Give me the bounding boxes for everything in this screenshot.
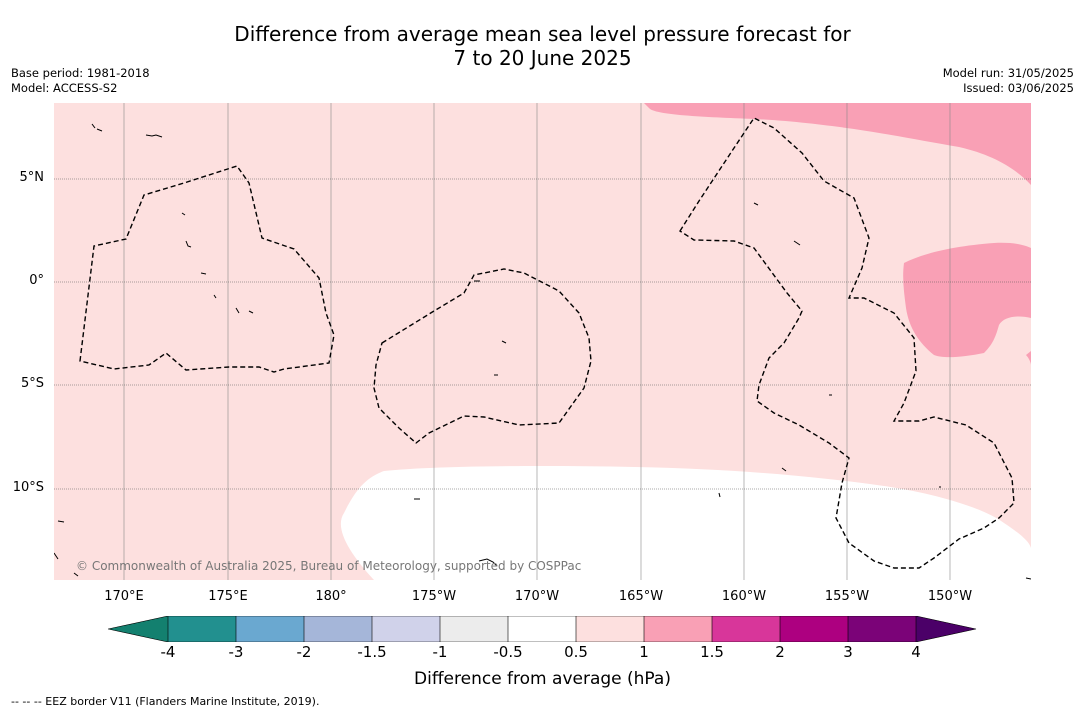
anomaly-region-1-to-1-5-north bbox=[644, 103, 1031, 185]
lat-label-5n: 5°N bbox=[19, 170, 45, 185]
colorbar-swatch bbox=[304, 616, 372, 642]
lat-label-10s: 10°S bbox=[12, 480, 44, 495]
issued-date: Issued: 03/06/2025 bbox=[963, 80, 1074, 95]
colorbar-swatch bbox=[712, 616, 780, 642]
graticule bbox=[123, 103, 951, 580]
lon-label-175w: 175°W bbox=[411, 589, 457, 604]
lon-label-155w: 155°W bbox=[824, 589, 870, 604]
islands bbox=[54, 123, 1031, 580]
pressure-anomaly-map bbox=[54, 103, 1031, 580]
colorbar-tick-label: 1 bbox=[639, 643, 649, 661]
colorbar-swatch bbox=[168, 616, 236, 642]
colorbar-tick-label: -1 bbox=[432, 643, 448, 661]
meta-right: Model run: 31/05/2025 Issued: 03/06/2025 bbox=[943, 66, 1074, 95]
lon-label-170w: 170°W bbox=[514, 589, 560, 604]
colorbar-tick-label: -1.5 bbox=[357, 643, 387, 661]
colorbar-tick-label: -0.5 bbox=[493, 643, 523, 661]
eez-borders bbox=[79, 117, 1015, 569]
eez-border-east bbox=[679, 117, 1015, 569]
colorbar-swatch bbox=[508, 616, 576, 642]
map-canvas bbox=[54, 103, 1031, 580]
model-run: Model run: 31/05/2025 bbox=[942, 66, 1074, 80]
colorbar-swatch bbox=[372, 616, 440, 642]
colorbar-tick-label: 0.5 bbox=[564, 643, 588, 661]
anomaly-region-1-to-1-5-east bbox=[903, 242, 1031, 358]
model-name: Model: ACCESS-S2 bbox=[11, 80, 118, 95]
colorbar-swatch bbox=[576, 616, 644, 642]
colorbar-tick-label: 3 bbox=[843, 643, 853, 661]
lon-label-150w: 150°W bbox=[927, 589, 973, 604]
lon-label-175e: 175°E bbox=[208, 589, 248, 604]
colorbar-swatch bbox=[848, 616, 916, 642]
colorbar-tick-label: 2 bbox=[775, 643, 785, 661]
copyright-notice: © Commonwealth of Australia 2025, Bureau… bbox=[76, 559, 582, 573]
lon-label-180: 180° bbox=[315, 589, 347, 604]
lat-label-equator: 0° bbox=[29, 273, 44, 288]
colorbar-swatch bbox=[236, 616, 304, 642]
colorbar-label: Difference from average (hPa) bbox=[414, 669, 671, 689]
eez-border-west bbox=[79, 165, 335, 373]
colorbar-swatch bbox=[440, 616, 508, 642]
colorbar-arrow-low bbox=[108, 616, 168, 642]
colorbar-tick-label: -4 bbox=[160, 643, 176, 661]
colorbar-tick-label: -2 bbox=[296, 643, 312, 661]
eez-border-central bbox=[373, 268, 592, 444]
colorbar-tick-label: 4 bbox=[911, 643, 921, 661]
anomaly-region-near-zero bbox=[340, 466, 1031, 580]
colorbar-swatch bbox=[780, 616, 848, 642]
map-title: Difference from average mean sea level p… bbox=[0, 22, 1085, 70]
title-line-1: Difference from average mean sea level p… bbox=[234, 22, 851, 46]
colorbar-swatch bbox=[644, 616, 712, 642]
meta-left: Base period: 1981-2018 Model: ACCESS-S2 bbox=[11, 66, 150, 95]
eez-footnote: -- -- -- EEZ border V11 (Flanders Marine… bbox=[11, 695, 320, 708]
colorbar-tick-label: 1.5 bbox=[700, 643, 724, 661]
lat-label-5s: 5°S bbox=[20, 376, 44, 391]
base-period: Base period: 1981-2018 bbox=[11, 66, 150, 80]
colorbar-arrow-high bbox=[916, 616, 976, 642]
lon-label-170e: 170°E bbox=[104, 589, 144, 604]
lon-label-165w: 165°W bbox=[618, 589, 664, 604]
colorbar-tick-label: -3 bbox=[228, 643, 244, 661]
colorbar bbox=[108, 616, 977, 642]
title-line-2: 7 to 20 June 2025 bbox=[453, 46, 632, 70]
lon-label-160w: 160°W bbox=[721, 589, 767, 604]
colorbar-segments bbox=[108, 616, 976, 642]
